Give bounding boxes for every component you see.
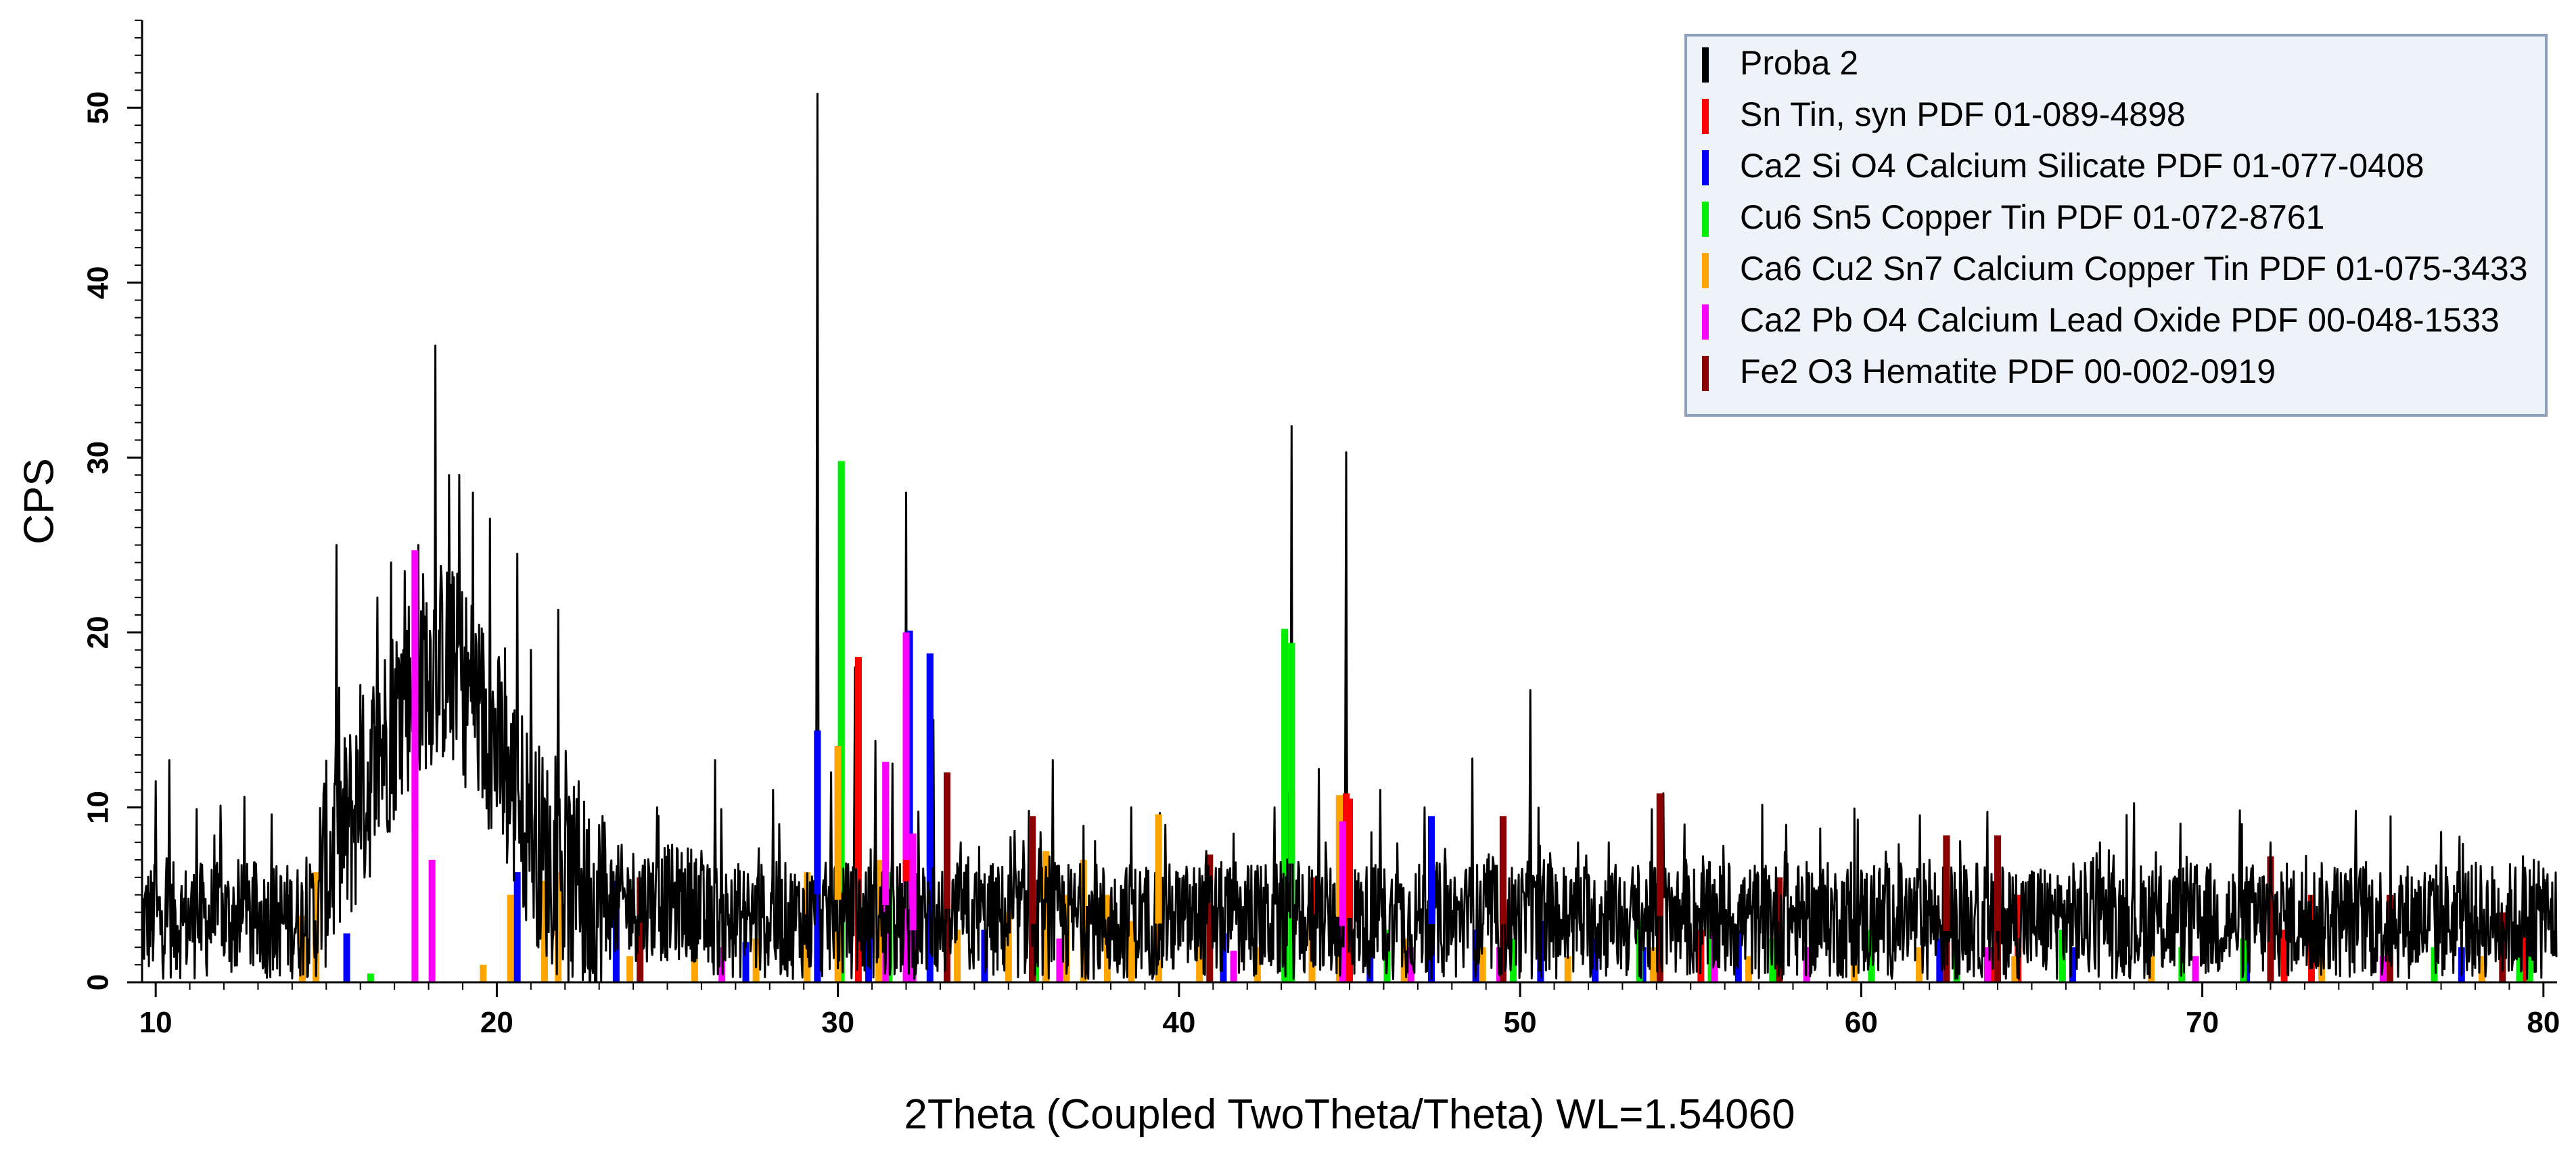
legend-swatch xyxy=(1702,253,1709,288)
y-axis-title: CPS xyxy=(16,458,63,544)
x-axis-title: 2Theta (Coupled TwoTheta/Theta) WL=1.540… xyxy=(904,1091,1795,1138)
x-tick-label: 20 xyxy=(480,1006,513,1039)
y-tick-label: 0 xyxy=(82,974,115,990)
x-tick-label: 10 xyxy=(139,1006,172,1039)
y-tick-label: 20 xyxy=(82,616,115,649)
legend-entry: Ca2 Si O4 Calcium Silicate PDF 01-077-04… xyxy=(1740,147,2424,185)
x-tick-label: 70 xyxy=(2186,1006,2219,1039)
plot-area xyxy=(141,93,2558,984)
y-tick-label: 50 xyxy=(82,91,115,124)
x-tick-label: 80 xyxy=(2527,1006,2560,1039)
chart-axes: 10 20 30 40 50 60 70 80 0 10 20 30 40 50 xyxy=(82,20,2560,1039)
legend-swatch xyxy=(1702,304,1709,340)
legend-entry: Ca2 Pb O4 Calcium Lead Oxide PDF 00-048-… xyxy=(1740,301,2500,339)
legend-items: Proba 2 Sn Tin, syn PDF 01-089-4898 Ca2 Si… xyxy=(1702,44,2528,391)
legend-entry: Fe2 O3 Hematite PDF 00-002-0919 xyxy=(1740,352,2276,390)
y-tick-label: 30 xyxy=(82,441,115,474)
x-tick-label: 30 xyxy=(821,1006,854,1039)
legend-swatch xyxy=(1702,47,1709,83)
y-tick-label: 40 xyxy=(82,266,115,299)
y-tick-label: 10 xyxy=(82,791,115,824)
legend-swatch xyxy=(1702,150,1709,185)
x-tick-label: 40 xyxy=(1162,1006,1195,1039)
x-tick-label: 50 xyxy=(1504,1006,1537,1039)
x-tick-label: 60 xyxy=(1845,1006,1878,1039)
legend-entry: Sn Tin, syn PDF 01-089-4898 xyxy=(1740,95,2186,133)
legend-entry: Proba 2 xyxy=(1740,44,1858,82)
legend-box xyxy=(1684,34,2548,417)
legend-entry: Cu6 Sn5 Copper Tin PDF 01-072-8761 xyxy=(1740,198,2324,236)
legend-entry: Ca6 Cu2 Sn7 Calcium Copper Tin PDF 01-07… xyxy=(1740,250,2528,288)
legend-swatch xyxy=(1702,356,1709,391)
chart-marks xyxy=(141,93,2558,984)
y-ticks: 0 10 20 30 40 50 xyxy=(82,20,142,990)
legend-swatch xyxy=(1702,202,1709,237)
chart-legend: Proba 2 Sn Tin, syn PDF 01-089-4898 Ca2 Si… xyxy=(1684,34,2548,417)
x-ticks: 10 20 30 40 50 60 70 80 xyxy=(139,982,2560,1039)
legend-swatch xyxy=(1702,99,1709,134)
